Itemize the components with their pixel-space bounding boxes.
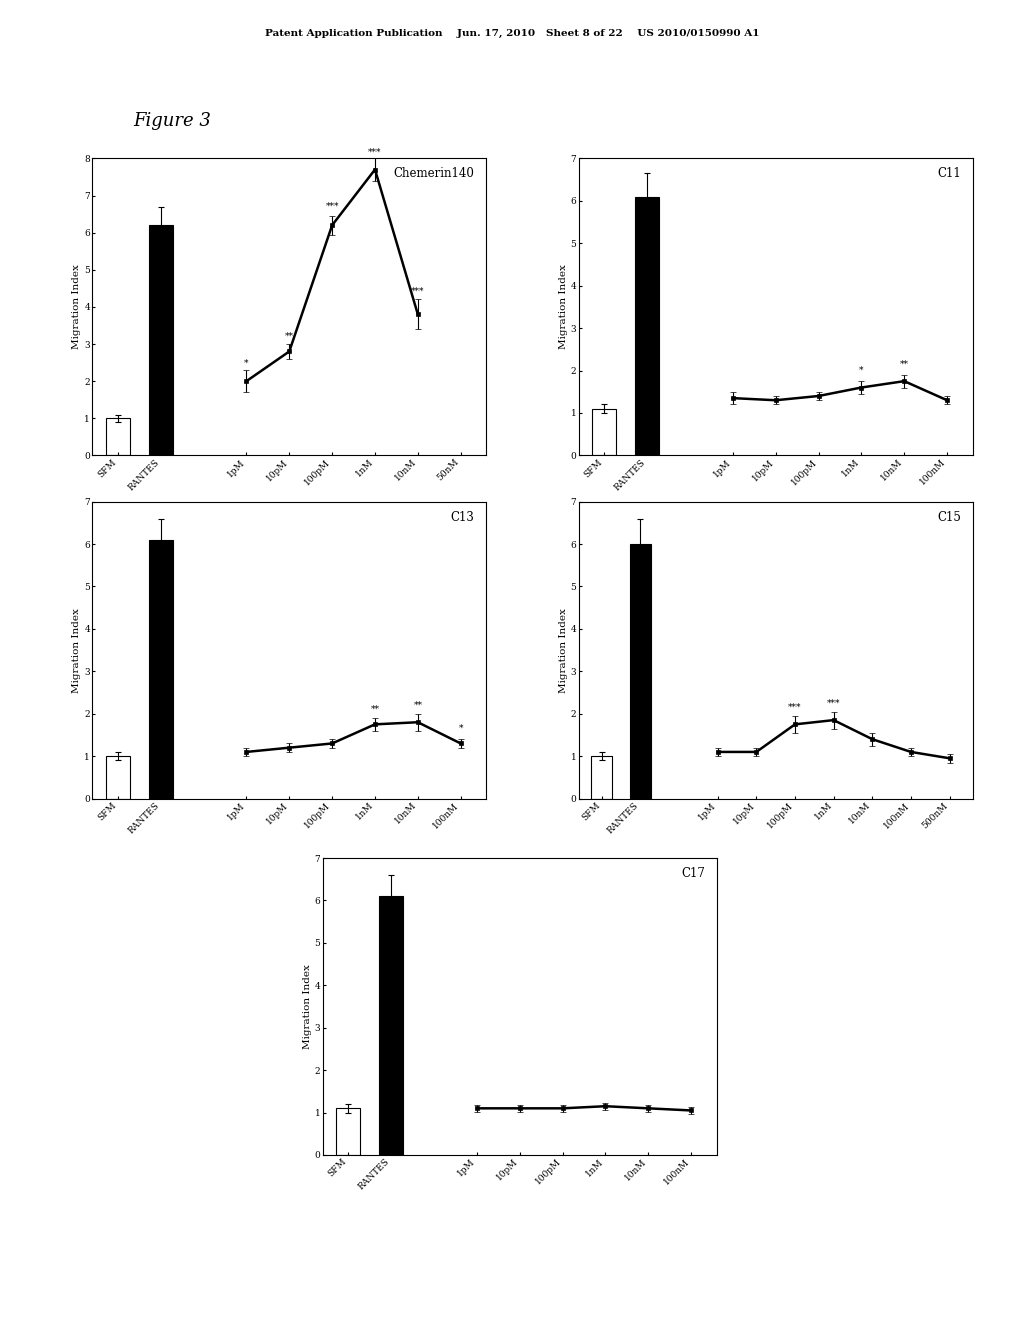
Text: ***: *** xyxy=(411,286,425,296)
Bar xyxy=(593,409,616,455)
Text: Figure 3: Figure 3 xyxy=(133,112,211,131)
Text: *: * xyxy=(244,359,249,368)
Text: C15: C15 xyxy=(937,511,961,524)
Text: Patent Application Publication    Jun. 17, 2010   Sheet 8 of 22    US 2010/01509: Patent Application Publication Jun. 17, … xyxy=(265,29,759,38)
Text: ***: *** xyxy=(369,148,382,157)
Y-axis label: Migration Index: Migration Index xyxy=(559,264,568,350)
Y-axis label: Migration Index: Migration Index xyxy=(559,607,568,693)
Bar xyxy=(148,226,172,455)
Bar xyxy=(337,1109,360,1155)
Text: **: ** xyxy=(414,701,422,710)
Text: C13: C13 xyxy=(451,511,474,524)
Bar xyxy=(106,418,130,455)
Text: C17: C17 xyxy=(681,867,705,880)
Bar xyxy=(148,540,172,799)
Text: ***: *** xyxy=(326,202,339,210)
Text: Chemerin140: Chemerin140 xyxy=(393,168,474,181)
Bar xyxy=(106,756,130,799)
Text: *: * xyxy=(859,366,863,375)
Text: ***: *** xyxy=(827,698,841,708)
Text: ***: *** xyxy=(788,702,802,711)
Bar xyxy=(635,197,658,455)
Bar xyxy=(630,544,651,799)
Y-axis label: Migration Index: Migration Index xyxy=(73,607,82,693)
Text: **: ** xyxy=(900,359,908,368)
Text: C11: C11 xyxy=(937,168,961,181)
Text: **: ** xyxy=(371,705,380,714)
Text: *: * xyxy=(459,723,463,733)
Y-axis label: Migration Index: Migration Index xyxy=(303,964,312,1049)
Text: **: ** xyxy=(285,331,294,341)
Bar xyxy=(591,756,612,799)
Y-axis label: Migration Index: Migration Index xyxy=(73,264,82,350)
Bar xyxy=(379,896,402,1155)
